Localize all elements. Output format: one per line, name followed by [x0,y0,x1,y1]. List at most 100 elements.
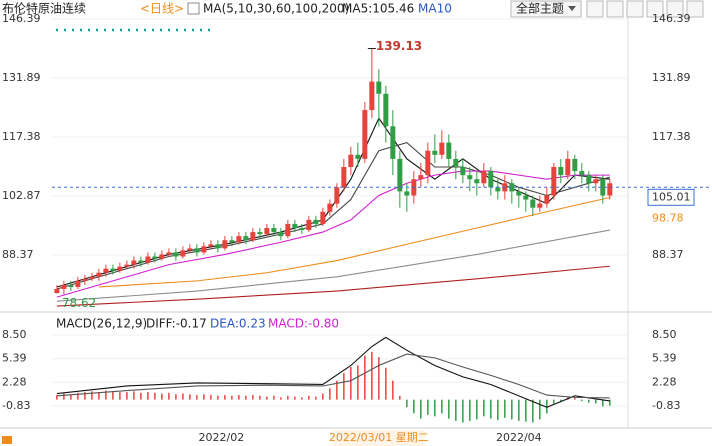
ma-line [56,353,610,399]
candle-body [397,158,403,192]
y-tick-label: 2.28 [2,375,27,388]
ma-line [56,170,610,298]
y-tick-label-right: -0.83 [652,399,680,412]
y-tick-label: 117.38 [2,130,41,143]
candle-body [558,166,564,176]
marker-label: 98.78 [652,212,684,225]
candle-body [488,171,494,188]
macd-title: MACD(26,12,9) [56,317,147,331]
candle-body [530,199,536,208]
ma10-legend: MA10 [418,2,452,16]
tool-button[interactable] [686,0,704,18]
candle-body [341,166,347,188]
ma-legend: MA(5,10,30,60,100,200) [203,2,349,16]
candle-body [271,228,277,233]
theme-button[interactable]: 全部主题 [516,1,564,16]
y-tick-label: 102.87 [2,189,41,202]
tool-button[interactable] [586,0,604,18]
tool-button[interactable] [626,0,644,18]
candle-body [383,93,389,127]
candle-body [348,154,354,167]
candle-body [180,250,186,257]
dropdown-arrow [568,6,576,11]
candle-body [229,240,235,243]
candle-body [187,248,193,251]
tool-button[interactable] [646,0,664,18]
y-tick-label-right: 146.39 [652,12,691,25]
ma-icon[interactable] [187,2,200,15]
candle-body [460,166,466,176]
candle-body [166,252,172,255]
candle-body [509,183,515,192]
candle-body [593,179,599,184]
candle-body [418,175,424,180]
low-label: 78.62 [62,296,96,310]
y-tick-label: 8.50 [2,328,27,341]
ma5-legend: MA5:105.46 [342,2,414,16]
cursor-box [332,430,425,446]
theme-dropdown[interactable] [510,0,582,18]
candle-body [376,81,382,94]
ma-line [56,336,610,408]
tool-button[interactable] [606,0,624,18]
candle-body [467,175,473,180]
candle-body [586,175,592,184]
y-tick-label-right: 131.89 [652,71,691,84]
high-label: 139.13 [376,39,422,53]
macd-label: MACD:-0.80 [268,317,339,331]
candle-body [474,179,480,184]
candle-body [264,228,270,235]
period[interactable]: <日线> [140,2,184,16]
y-tick-label-right: 2.28 [652,375,677,388]
dea-label: DEA:0.23 [210,317,266,331]
candle-body [355,154,361,159]
candle-body [257,232,263,235]
candle-body [250,232,256,241]
candle-body [572,158,578,172]
candle-body [54,289,60,294]
candle-body [390,126,396,159]
candle-body [537,203,543,208]
candle-body [208,244,214,247]
candle-body [61,284,67,290]
candle-body [481,171,487,184]
y-tick-label-right: 117.38 [652,130,691,143]
ma-line [56,265,610,307]
candle-body [145,256,151,263]
candle-body [327,203,333,212]
corner-icon [2,436,12,444]
y-tick-label: 5.39 [2,352,27,365]
candle-body [432,150,438,155]
candle-body [446,142,452,159]
candle-body [278,232,284,237]
y-tick-label-right: 8.50 [652,328,677,341]
y-tick-label-right: 5.39 [652,352,677,365]
candle-body [369,81,375,111]
instrument-title: 布伦特原油连续 [2,1,86,16]
candle-body [236,236,242,243]
last-price-label: 105.01 [652,190,691,203]
candle-body [607,183,613,196]
y-tick-label-right: 88.37 [652,248,684,261]
candle-body [138,260,144,263]
candle-body [425,150,431,176]
candle-body [523,195,529,200]
candle-body [68,284,74,287]
candle-body [152,256,158,259]
candle-body [124,264,130,267]
candle-body [110,268,116,271]
candle-body [201,246,207,253]
tool-button[interactable] [666,0,684,18]
candle-body [439,142,445,155]
candle-body [453,158,459,167]
candle-body [362,110,368,159]
candle-body [551,166,557,196]
candle-body [222,240,228,249]
y-tick-label: -0.83 [2,399,30,412]
candle-body [131,260,137,265]
candle-body [313,219,319,224]
candle-body [96,272,102,277]
